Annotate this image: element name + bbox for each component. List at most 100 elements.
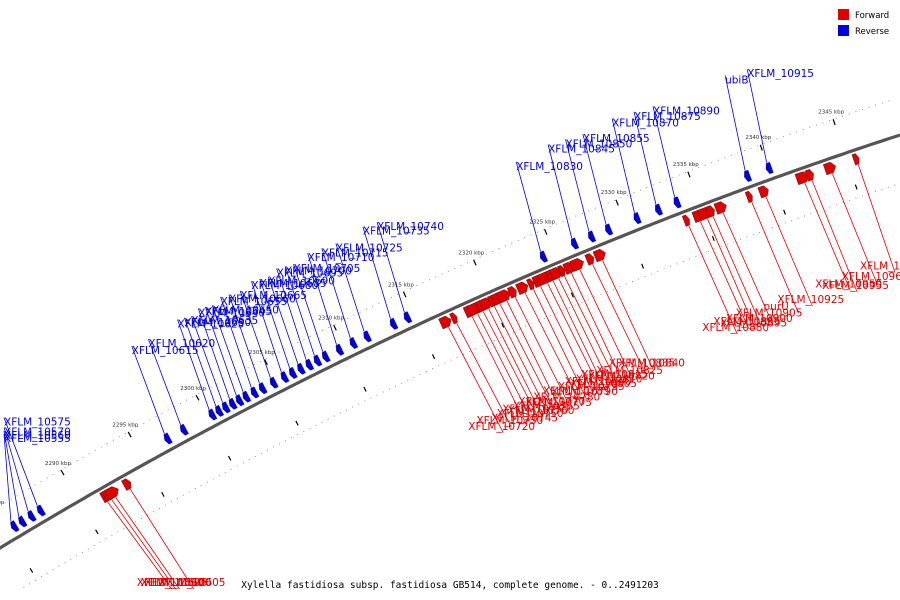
reverse-gene-arrow[interactable] (605, 223, 614, 236)
reverse-gene-arrow[interactable] (389, 317, 399, 330)
forward-gene-arrow[interactable] (104, 486, 119, 501)
forward-gene-label[interactable]: XFLM_10785 (543, 386, 610, 398)
reverse-gene-arrow[interactable] (250, 386, 260, 399)
reverse-gene-label[interactable]: XFLM_10915 (747, 68, 814, 80)
reverse-gene-label[interactable]: XFLM_10655 (221, 296, 288, 308)
reverse-gene-arrow[interactable] (349, 336, 359, 350)
forward-gene-arrow[interactable] (506, 286, 517, 299)
forward-gene-label[interactable]: XFLM_10770 (518, 396, 585, 408)
reverse-gene-arrow[interactable] (242, 390, 252, 403)
forward-gene-label[interactable]: XFLM_10840 (618, 358, 685, 370)
forward-gene-label[interactable]: XFLM_10960 (842, 271, 900, 283)
reverse-gene-arrow[interactable] (570, 237, 580, 250)
reverse-gene-arrow[interactable] (655, 203, 664, 216)
forward-gene-label[interactable]: XFLM_10745 (491, 412, 558, 424)
forward-gene-arrow[interactable] (526, 278, 535, 291)
reverse-gene-arrow[interactable] (744, 169, 753, 182)
forward-gene-arrow[interactable] (592, 248, 606, 263)
reverse-gene-arrow[interactable] (539, 250, 549, 263)
reverse-gene-arrow[interactable] (403, 311, 413, 324)
reverse-gene-label[interactable]: XFLM_10570 (4, 426, 71, 438)
forward-gene-label[interactable]: XFLM_10895 (720, 317, 787, 329)
reverse-gene-label[interactable]: XFLM_10630 (184, 317, 251, 329)
reverse-gene-arrow[interactable] (163, 432, 173, 445)
forward-gene-label[interactable]: XFLM_10885 (713, 316, 780, 328)
forward-gene-label[interactable]: XFLM_10805 (570, 378, 637, 390)
reverse-gene-arrow[interactable] (258, 382, 268, 395)
forward-gene-label[interactable]: XFLM_10880 (702, 322, 769, 334)
forward-gene-arrow[interactable] (822, 161, 836, 176)
reverse-gene-arrow[interactable] (221, 401, 231, 414)
forward-gene-label[interactable]: XFLM_10720 (468, 421, 535, 433)
reverse-gene-arrow[interactable] (10, 520, 20, 533)
forward-gene-arrow[interactable] (757, 185, 769, 199)
forward-gene-label[interactable]: XFLM_10775 (525, 397, 592, 409)
reverse-gene-arrow[interactable] (297, 362, 306, 375)
reverse-gene-label[interactable]: XFLM_10555 (4, 433, 71, 445)
reverse-gene-arrow[interactable] (335, 343, 345, 356)
reverse-gene-label[interactable]: XFLM_10690 (268, 276, 335, 288)
forward-gene-label[interactable]: XFLM_10825 (596, 365, 663, 377)
reverse-gene-arrow[interactable] (321, 350, 331, 363)
reverse-gene-label[interactable]: XFLM_10650 (212, 304, 279, 316)
reverse-gene-label[interactable]: XFLM_10710 (308, 252, 375, 264)
reverse-gene-label[interactable]: XFLM_10845 (548, 144, 615, 156)
forward-gene-label[interactable]: purU (764, 301, 789, 313)
reverse-gene-label[interactable]: XFLM_10560 (4, 430, 71, 442)
reverse-gene-arrow[interactable] (305, 358, 315, 371)
reverse-gene-arrow[interactable] (269, 376, 279, 389)
reverse-gene-label[interactable]: XFLM_10715 (322, 247, 389, 259)
forward-gene-label[interactable]: XFLM_10750 (497, 408, 564, 420)
reverse-gene-arrow[interactable] (18, 515, 28, 528)
forward-gene-arrow[interactable] (584, 253, 595, 266)
forward-gene-arrow[interactable] (705, 205, 715, 218)
reverse-gene-label[interactable]: XFLM_10740 (377, 221, 444, 233)
reverse-gene-label[interactable]: XFLM_10735 (363, 226, 430, 238)
reverse-gene-arrow[interactable] (208, 408, 218, 421)
reverse-gene-arrow[interactable] (673, 196, 682, 209)
forward-gene-label[interactable]: XFLM_10965 (860, 261, 900, 273)
reverse-gene-label[interactable]: XFLM_10680 (251, 280, 318, 292)
reverse-gene-arrow[interactable] (633, 212, 642, 225)
reverse-gene-arrow[interactable] (235, 394, 245, 407)
forward-gene-label[interactable]: XFLM_10815 (581, 369, 648, 381)
reverse-gene-arrow[interactable] (280, 371, 290, 384)
reverse-gene-arrow[interactable] (179, 423, 189, 436)
reverse-gene-arrow[interactable] (228, 397, 238, 410)
forward-gene-label[interactable]: XFLM_10835 (609, 358, 676, 370)
reverse-gene-label[interactable]: ubiB (725, 74, 748, 86)
forward-gene-label[interactable]: XFLM_10595 (141, 577, 208, 589)
forward-gene-arrow[interactable] (804, 169, 814, 182)
reverse-gene-label[interactable]: XFLM_10830 (516, 161, 583, 173)
reverse-gene-label[interactable]: XFLM_10575 (4, 417, 71, 429)
forward-gene-label[interactable]: XFLM_10800 (565, 376, 632, 388)
forward-gene-arrow[interactable] (438, 315, 452, 330)
forward-gene-label[interactable]: XFLM_10590 (137, 577, 204, 589)
forward-gene-label[interactable]: XFLM_10900 (726, 313, 793, 325)
reverse-gene-arrow[interactable] (288, 366, 298, 379)
forward-gene-label[interactable]: XFLM_10765 (513, 401, 580, 413)
reverse-gene-label[interactable]: XFLM_10635 (191, 315, 258, 327)
forward-gene-label[interactable]: XFLM_10780 (533, 392, 600, 404)
forward-gene-arrow[interactable] (121, 478, 132, 491)
reverse-gene-label[interactable]: XFLM_10645 (205, 306, 272, 318)
forward-gene-label[interactable]: XFLM_10950 (815, 279, 882, 291)
forward-gene-arrow[interactable] (569, 258, 584, 273)
forward-gene-label[interactable]: XFLM_10925 (777, 294, 844, 306)
forward-gene-label[interactable]: XFLM_10790 (551, 386, 618, 398)
reverse-gene-label[interactable]: XFLM_10870 (612, 118, 679, 130)
forward-gene-arrow[interactable] (449, 312, 458, 325)
forward-gene-label[interactable]: XFLM_10810 (576, 373, 643, 385)
reverse-gene-label[interactable]: XFLM_10640 (198, 308, 265, 320)
reverse-gene-label[interactable]: XFLM_10890 (653, 105, 720, 117)
reverse-gene-arrow[interactable] (36, 504, 46, 517)
reverse-gene-arrow[interactable] (27, 509, 37, 522)
forward-gene-arrow[interactable] (713, 201, 727, 215)
forward-gene-label[interactable]: XFLM_10605 (159, 577, 226, 589)
reverse-gene-label[interactable]: XFLM_10685 (260, 278, 327, 290)
reverse-gene-label[interactable]: XFLM_10700 (285, 265, 352, 277)
forward-gene-arrow[interactable] (851, 153, 860, 166)
forward-gene-arrow[interactable] (496, 289, 511, 304)
reverse-gene-label[interactable]: XFLM_10615 (132, 345, 199, 357)
reverse-gene-label[interactable]: XFLM_10665 (240, 290, 307, 302)
